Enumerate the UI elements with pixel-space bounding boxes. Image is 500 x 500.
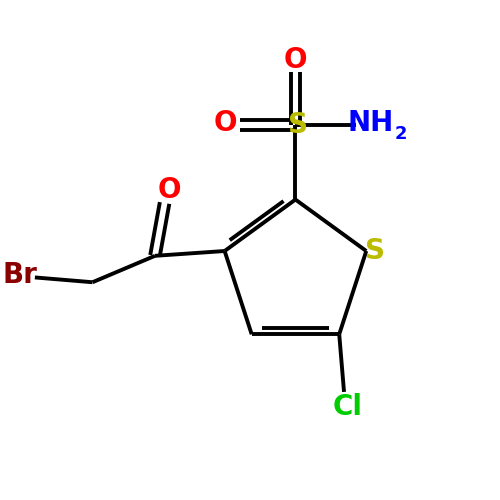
Text: S: S [365,237,385,265]
Text: S: S [288,111,308,139]
Text: O: O [158,176,181,204]
Text: O: O [214,108,238,136]
Text: Br: Br [2,261,37,289]
Text: O: O [284,46,307,74]
Text: 2: 2 [395,124,407,142]
Text: NH: NH [348,108,394,136]
Text: Cl: Cl [332,394,362,421]
